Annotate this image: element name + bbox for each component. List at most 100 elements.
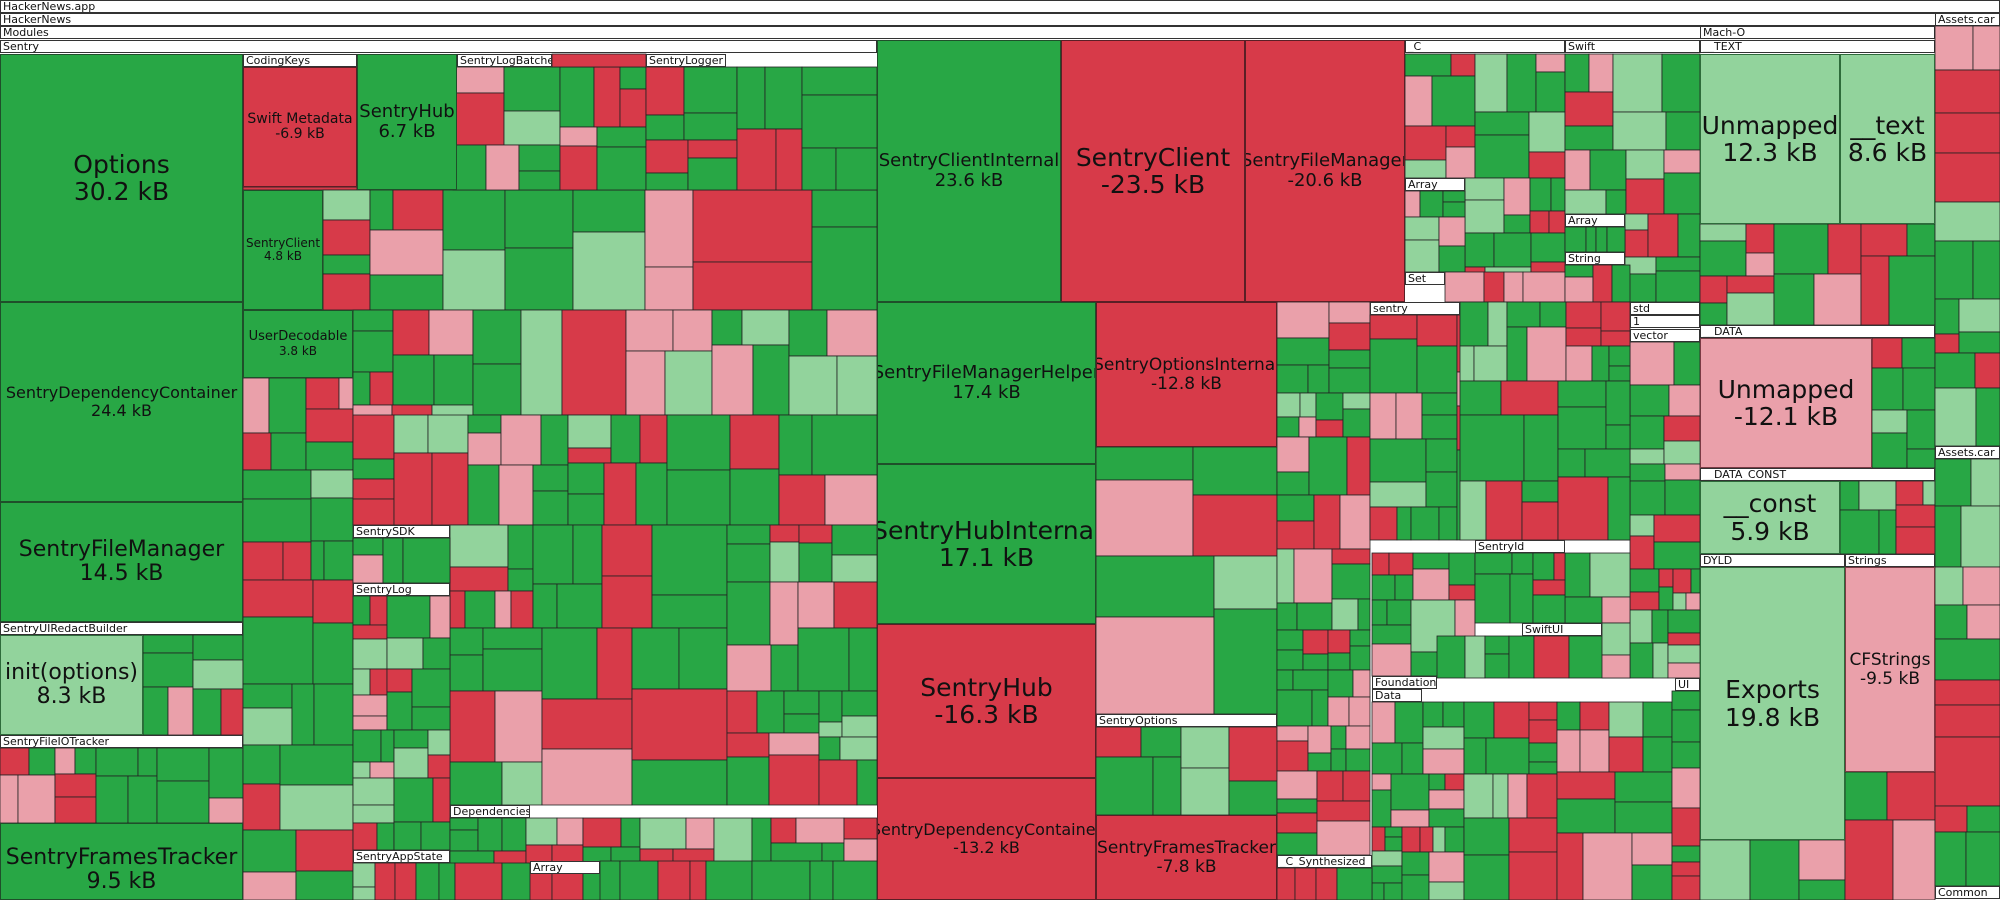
treemap-cell[interactable] — [1463, 737, 1487, 775]
treemap-cell[interactable] — [452, 144, 487, 191]
treemap-cell[interactable] — [1892, 819, 1936, 900]
treemap-cell[interactable] — [768, 754, 820, 806]
treemap-cell[interactable] — [1401, 874, 1430, 900]
treemap-cell[interactable] — [369, 189, 394, 231]
treemap-cell[interactable] — [1671, 875, 1701, 900]
treemap-cell[interactable] — [1699, 275, 1728, 304]
tile-sentry-dependency-container[interactable]: SentryDependencyContainer 24.4 kB — [0, 302, 243, 502]
breadcrumb-sentry[interactable]: Sentry — [0, 40, 877, 53]
treemap-cell[interactable] — [631, 627, 680, 690]
treemap-cell[interactable] — [1276, 301, 1330, 339]
treemap-cell[interactable] — [1336, 867, 1373, 900]
treemap-cell[interactable] — [1357, 598, 1371, 631]
treemap-cell[interactable] — [1436, 635, 1466, 679]
treemap-cell[interactable] — [1564, 189, 1607, 215]
treemap-cell[interactable] — [1438, 216, 1466, 247]
treemap-cell[interactable] — [1664, 463, 1701, 481]
treemap-cell[interactable] — [1966, 604, 2000, 640]
treemap-cell[interactable] — [431, 503, 474, 526]
treemap-cell[interactable] — [493, 850, 527, 869]
treemap-cell[interactable] — [352, 624, 388, 640]
treemap-cell[interactable] — [338, 377, 354, 410]
treemap-cell[interactable] — [1528, 151, 1566, 179]
treemap-cell[interactable] — [1450, 53, 1476, 77]
treemap-cell[interactable] — [427, 414, 469, 454]
treemap-cell[interactable] — [1276, 669, 1294, 691]
treemap-cell[interactable] — [352, 478, 395, 500]
tile-sentry-frames-tracker[interactable]: SentryFramesTracker 9.5 kB — [0, 823, 243, 900]
treemap-cell[interactable] — [467, 432, 502, 466]
treemap-cell[interactable] — [1664, 479, 1701, 516]
group-assets-car-2[interactable]: Assets.car — [1935, 446, 2000, 459]
treemap-cell[interactable] — [572, 189, 646, 233]
treemap-cell[interactable] — [1529, 177, 1552, 212]
treemap-cell[interactable] — [1327, 696, 1350, 727]
treemap-cell[interactable] — [1592, 314, 1631, 371]
group-sentry-id[interactable]: SentryId — [1475, 540, 1565, 553]
group-sentry-options[interactable]: SentryOptions — [1096, 714, 1277, 727]
treemap-cell[interactable] — [1526, 326, 1567, 382]
treemap-cell[interactable] — [1934, 112, 2000, 154]
treemap-cell[interactable] — [449, 868, 495, 900]
treemap-cell[interactable] — [1506, 326, 1528, 382]
treemap-cell[interactable] — [322, 273, 371, 311]
treemap-cell[interactable] — [510, 590, 534, 629]
treemap-cell[interactable] — [242, 432, 272, 471]
treemap-cell[interactable] — [472, 309, 522, 365]
treemap-cell[interactable] — [352, 498, 395, 526]
treemap-cell[interactable] — [428, 309, 474, 356]
treemap-cell[interactable] — [1612, 111, 1667, 151]
treemap-cell[interactable] — [818, 721, 843, 738]
treemap-cell[interactable] — [1388, 552, 1414, 576]
treemap-cell[interactable] — [369, 668, 388, 696]
treemap-cell[interactable] — [352, 458, 395, 480]
treemap-cell[interactable] — [1974, 352, 2000, 389]
treemap-cell[interactable] — [1564, 226, 1587, 253]
treemap-cell[interactable] — [1511, 552, 1534, 575]
treemap-cell[interactable] — [386, 595, 431, 639]
treemap-cell[interactable] — [1667, 644, 1701, 664]
treemap-cell[interactable] — [1858, 480, 1897, 511]
treemap-cell[interactable] — [1463, 817, 1510, 856]
group-std[interactable]: std — [1630, 302, 1700, 315]
treemap-cell[interactable] — [1624, 273, 1657, 303]
treemap-cell[interactable] — [369, 595, 388, 626]
treemap-cell[interactable] — [1401, 851, 1430, 876]
treemap-cell[interactable] — [836, 355, 878, 416]
treemap-cell[interactable] — [1095, 616, 1215, 715]
treemap-cell[interactable] — [386, 637, 424, 670]
treemap-cell[interactable] — [393, 452, 433, 526]
treemap-cell[interactable] — [1152, 756, 1182, 816]
treemap-cell[interactable] — [482, 627, 543, 650]
treemap-cell[interactable] — [1647, 213, 1679, 258]
treemap-cell[interactable] — [541, 698, 633, 750]
treemap-cell[interactable] — [1568, 635, 1606, 679]
treemap-cell[interactable] — [843, 838, 878, 869]
treemap-cell[interactable] — [1671, 861, 1701, 877]
treemap-cell[interactable] — [438, 862, 456, 900]
treemap-cell[interactable] — [1508, 851, 1558, 900]
treemap-cell[interactable] — [1564, 125, 1614, 151]
treemap-cell[interactable] — [821, 842, 845, 900]
treemap-cell[interactable] — [1962, 566, 2000, 606]
treemap-cell[interactable] — [449, 627, 484, 656]
treemap-cell[interactable] — [1180, 726, 1230, 769]
treemap-cell[interactable] — [1331, 548, 1371, 565]
treemap-cell[interactable] — [1601, 654, 1631, 679]
treemap-cell[interactable] — [1484, 266, 1532, 303]
treemap-cell[interactable] — [1348, 696, 1371, 727]
treemap-cell[interactable] — [1485, 480, 1523, 541]
treemap-cell[interactable] — [1386, 599, 1412, 626]
treemap-cell[interactable] — [1442, 201, 1466, 218]
treemap-cell[interactable] — [167, 686, 194, 736]
treemap-cell[interactable] — [1307, 364, 1330, 394]
treemap-cell[interactable] — [1528, 701, 1558, 721]
treemap-cell[interactable] — [1557, 448, 1586, 478]
treemap-cell[interactable] — [1371, 552, 1390, 576]
treemap-cell[interactable] — [392, 354, 435, 406]
treemap-cell[interactable] — [1529, 210, 1550, 234]
treemap-cell[interactable] — [1327, 652, 1351, 671]
treemap-cell[interactable] — [1844, 771, 1888, 821]
treemap-cell[interactable] — [449, 761, 503, 806]
treemap-cell[interactable] — [689, 860, 707, 900]
